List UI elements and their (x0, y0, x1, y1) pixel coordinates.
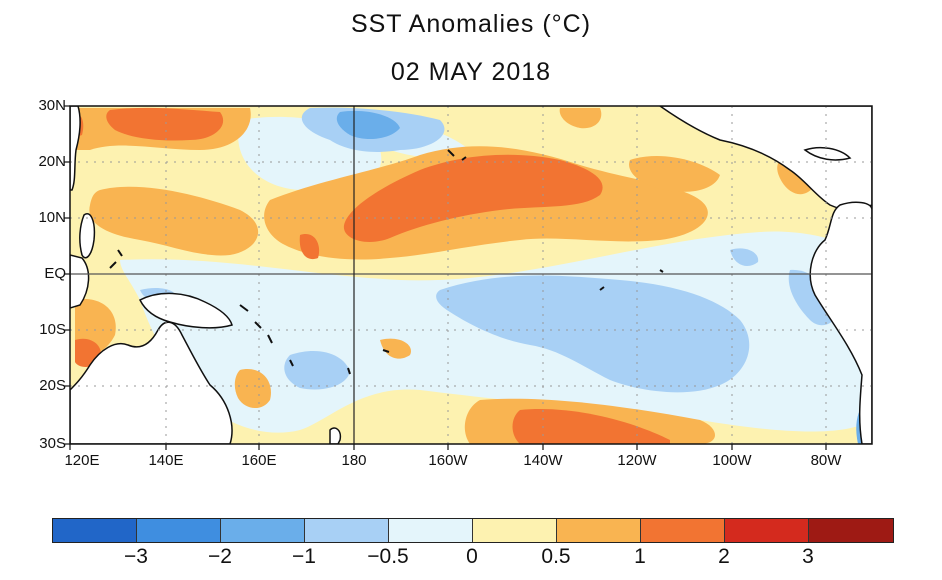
anomaly-region (89, 186, 259, 256)
legend-swatch (53, 519, 137, 542)
legend-colorbar (52, 518, 894, 543)
legend-tick-label: −3 (124, 545, 148, 568)
legend-swatch (389, 519, 473, 542)
map-field (70, 106, 872, 444)
axis-ticks (64, 105, 827, 450)
lon-label-140e: 140E (148, 452, 184, 469)
landmass-borneo (70, 254, 90, 309)
landmass-philippines (79, 213, 96, 259)
legend-tick-label: −1 (292, 545, 316, 568)
lon-label-160w: 160W (428, 452, 468, 469)
anomaly-region (380, 338, 411, 359)
legend-swatch (725, 519, 809, 542)
landmass-new-zealand (329, 427, 342, 444)
lon-label-80w: 80W (810, 452, 842, 469)
grid (70, 106, 872, 444)
legend-swatch (137, 519, 221, 542)
lat-label-30n: 30N (38, 97, 66, 114)
legend-tick-label: 1 (634, 545, 646, 568)
legend-swatch (221, 519, 305, 542)
anomaly-region (436, 275, 750, 393)
legend-swatch (473, 519, 557, 542)
lon-label-120w: 120W (617, 452, 657, 469)
legend-swatch (809, 519, 893, 542)
legend-tick-label: 2 (718, 545, 730, 568)
lat-label-10s: 10S (39, 321, 66, 338)
lat-label-20n: 20N (38, 153, 66, 170)
anomaly-region (284, 351, 350, 390)
legend-swatch (557, 519, 641, 542)
map-title: SST Anomalies (°C) (350, 10, 592, 38)
legend-tick-label: 0.5 (541, 545, 571, 568)
lon-label-160e: 160E (241, 452, 277, 469)
anomaly-region (629, 155, 720, 192)
legend-tick-label: −2 (208, 545, 232, 568)
lat-label-eq: EQ (44, 265, 66, 282)
map-date: 02 MAY 2018 (390, 58, 552, 86)
lat-label-30s: 30S (39, 435, 66, 452)
legend-tick-label: 0 (466, 545, 478, 568)
legend-swatch (305, 519, 389, 542)
anomaly-region (730, 248, 759, 266)
anomaly-region (559, 108, 602, 129)
lon-label-140w: 140W (523, 452, 563, 469)
landmass-asia (70, 106, 81, 191)
island (109, 149, 664, 375)
legend-swatch (641, 519, 725, 542)
legend-tick-label: −0.5 (367, 545, 409, 568)
legend-tick-label: 3 (802, 545, 814, 568)
lon-label-180: 180 (341, 452, 367, 469)
anomaly-region (106, 107, 224, 141)
lat-label-10n: 10N (38, 209, 66, 226)
lat-label-20s: 20S (39, 377, 66, 394)
anomaly-region (512, 409, 670, 444)
lon-label-120e: 120E (64, 452, 100, 469)
anomaly-region (336, 110, 400, 140)
landmass-australia (70, 321, 233, 444)
lon-label-100w: 100W (712, 452, 752, 469)
map-frame (69, 105, 873, 445)
landmass-cuba (803, 146, 852, 161)
anomaly-region (299, 234, 320, 260)
anomaly-region (234, 369, 271, 409)
landmass-new-guinea (138, 292, 233, 329)
anomaly-region (343, 154, 603, 243)
